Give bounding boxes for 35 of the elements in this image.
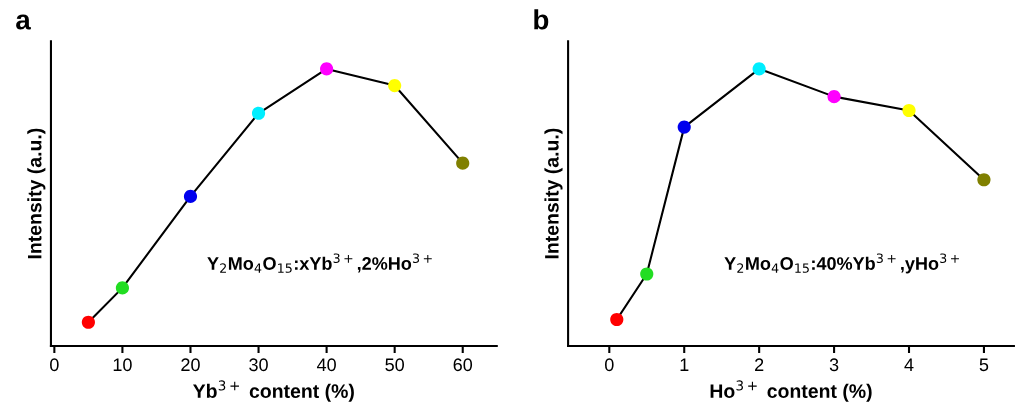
point [251, 106, 266, 120]
point [902, 103, 916, 118]
x-tick-label: 60 [453, 358, 473, 372]
text: Y$_{2}$Mo$_{4}$O$_{15}$:xYb$^{3+}$,2%Ho$^{3+}$ [207, 253, 432, 273]
x-tick-label: 10 [113, 358, 132, 372]
x-tick-label: 1 [680, 358, 689, 371]
x-tick-label: 5 [979, 358, 989, 372]
point [320, 62, 334, 76]
x-tick-label: 50 [385, 358, 404, 372]
text: Y$_{2}$Mo$_{4}$O$_{15}$:40%Yb$^{3+}$,yHo$^{3+}$ [724, 253, 959, 274]
x-tick-label: 3 [829, 358, 839, 372]
point [456, 156, 470, 170]
point [388, 78, 402, 93]
point [183, 189, 198, 203]
point [81, 315, 95, 329]
x-tick-label: 4 [904, 358, 914, 371]
chart-title: b [534, 9, 549, 30]
chart-title: a [16, 14, 31, 30]
point [827, 90, 841, 104]
point [610, 312, 624, 327]
x-axis-title: Ho$^{3+}$ content (%) [710, 380, 872, 402]
point [977, 173, 991, 187]
x-tick-label: 30 [249, 358, 268, 372]
y-axis-title: Intensity (a.u.) [544, 128, 563, 259]
x-tick-label: 0 [604, 358, 614, 372]
x-tick-label: 40 [316, 358, 336, 372]
x-axis-title: Yb$^{3+}$ content (%) [193, 380, 354, 402]
x-tick-label: 2 [755, 358, 764, 371]
x-tick-label: 20 [181, 358, 200, 372]
y-axis-title: Intensity (a.u.) [27, 128, 46, 259]
x-tick-label: 0 [50, 358, 59, 372]
point [752, 62, 766, 76]
point [115, 281, 129, 295]
point [677, 120, 691, 134]
point [640, 267, 654, 281]
